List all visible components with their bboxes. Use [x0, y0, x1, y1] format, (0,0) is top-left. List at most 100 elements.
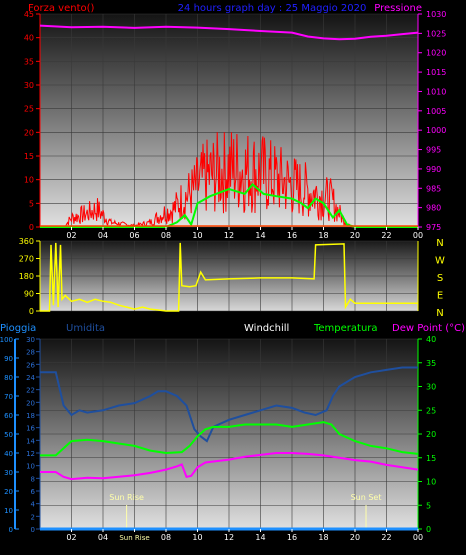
umidita-tick-label: 8	[31, 475, 35, 483]
umidita-label: Umidita	[66, 323, 105, 334]
umidita-tick-label: 12	[26, 450, 35, 458]
wind-tick-label: 45	[24, 10, 34, 19]
wind-left-ticks: 0 5 10 15 20 25 30 35 40 45	[24, 10, 41, 232]
pioggia-tick-label: 20	[4, 488, 13, 496]
pressure-tick-label: 1015	[426, 68, 446, 77]
wind-tick-label: 30	[24, 81, 34, 90]
pioggia-tick-label: 10	[4, 507, 13, 515]
temp-x-tick-label: 02	[66, 533, 76, 542]
pioggia-tick-label: 90	[4, 355, 13, 363]
wind-tick-label: 5	[29, 199, 34, 208]
wind-series	[39, 24, 419, 228]
umidita-tick-label: 2	[31, 513, 35, 521]
dewpoint-series-line	[40, 452, 419, 481]
pressure-tick-label: 1000	[426, 126, 446, 135]
pioggia-tick-label: 60	[4, 412, 13, 420]
temp-tick-label: 35	[426, 359, 436, 368]
sun-markers: Sun Rise Sun Set	[109, 493, 381, 529]
umidita-tick-label: 6	[31, 488, 36, 496]
wind-x-tick-label: 02	[66, 231, 76, 240]
direction-tick-label: 0	[29, 307, 34, 316]
sun-marker-label: Sun Set	[351, 493, 382, 502]
temp-tick-label: 30	[426, 383, 436, 392]
pressure-tick-label: 1030	[426, 10, 446, 19]
dewpoint-label: Dew Point (°C)	[392, 323, 465, 334]
temp-tick-label: 15	[426, 454, 436, 463]
header-right-label: Pressione	[374, 3, 422, 14]
wind-tick-label: 15	[24, 152, 34, 161]
wind-tick-label: 35	[24, 57, 34, 66]
temp-x-tick-label: 18	[318, 533, 328, 542]
temp-x-tick-label: 12	[224, 533, 234, 542]
umidita-tick-label: 22	[26, 387, 35, 395]
umidita-tick-label: 0	[31, 526, 35, 534]
pioggia-tick-label: 40	[4, 450, 13, 458]
wind-x-tick-label: 04	[98, 231, 108, 240]
temp-x-tick-label: 14	[255, 533, 265, 542]
direction-tick-label: 180	[19, 272, 34, 281]
umidita-series-line	[40, 366, 418, 443]
wind-tick-label: 20	[24, 128, 34, 137]
direction-left-ticks: 0 90 180 270 360	[19, 237, 419, 316]
wind-x-tick-label: 18	[318, 231, 328, 240]
temp-tick-label: 0	[426, 525, 431, 534]
wind-x-tick-label: 12	[224, 231, 234, 240]
temp-tick-label: 10	[426, 478, 436, 487]
pioggia-tick-label: 100	[0, 336, 13, 344]
compass-letter: W	[435, 256, 445, 267]
compass-letter: S	[437, 273, 443, 284]
direction-series-line	[40, 242, 418, 312]
temp-tick-label: 20	[426, 430, 436, 439]
temp-x-tick-label: 00	[413, 533, 423, 542]
temp-right-ticks: 0 5 10 15 20 25 30 35 40	[417, 335, 436, 534]
header-center-label: 24 hours graph day : 25 Maggio 2020	[178, 3, 367, 14]
pressure-tick-label: 975	[426, 223, 441, 232]
wind-tick-label: 0	[29, 223, 34, 232]
umidita-tick-label: 4	[31, 501, 36, 509]
umidita-tick-label: 30	[26, 336, 35, 344]
direction-series	[40, 242, 418, 312]
temp-tick-label: 5	[426, 501, 431, 510]
wind-x-tick-label: 20	[350, 231, 360, 240]
temp-x-tick-label: 20	[350, 533, 360, 542]
wind-x-tick-label: 22	[381, 231, 391, 240]
temp-x-tick-label: 16	[287, 533, 297, 542]
temperatura-series-line	[40, 421, 419, 457]
wind-x-tick-label: 06	[129, 231, 139, 240]
compass-letter: N	[436, 238, 443, 249]
umidita-tick-label: 26	[26, 361, 35, 369]
wind-tick-label: 40	[24, 34, 34, 43]
temperatura-label: Temperatura	[313, 323, 378, 334]
temp-tick-label: 40	[426, 335, 436, 344]
pressure-tick-label: 980	[426, 204, 441, 213]
temp-x-tick-label: 08	[161, 533, 171, 542]
pioggia-tick-label: 30	[4, 469, 13, 477]
pressure-tick-label: 990	[426, 165, 441, 174]
sun-marker-label: Sun Rise	[109, 493, 144, 502]
pressure-tick-label: 1025	[426, 29, 446, 38]
pressure-tick-label: 995	[426, 146, 441, 155]
compass-letter: E	[437, 291, 443, 302]
wind-right-ticks: 975 980 985 990 995 1000 1005 1010 1015 1020 1025 1…	[417, 10, 446, 232]
wind-x-tick-label: 00	[413, 231, 423, 240]
direction-tick-label: 360	[19, 237, 34, 246]
umidita-tick-label: 10	[26, 463, 35, 471]
wind-tick-label: 25	[24, 105, 34, 114]
temp-x-ticks: 02 04 Sun Rise 08 10 12 14 16 18 20 22 00	[66, 529, 423, 542]
temp-x-tick-label: 04	[98, 533, 108, 542]
wind-tick-label: 10	[24, 176, 34, 185]
umidita-tick-label: 24	[26, 374, 35, 382]
windchill-label: Windchill	[244, 323, 289, 334]
pioggia-tick-label: 80	[4, 374, 13, 382]
temp-x-tick-label: 10	[192, 533, 202, 542]
pressure-tick-label: 1010	[426, 87, 446, 96]
umidita-tick-label: 20	[26, 399, 35, 407]
temp-x-tick-label: 22	[381, 533, 391, 542]
wind-x-tick-label: 08	[161, 231, 171, 240]
pressure-series-line	[39, 24, 419, 41]
